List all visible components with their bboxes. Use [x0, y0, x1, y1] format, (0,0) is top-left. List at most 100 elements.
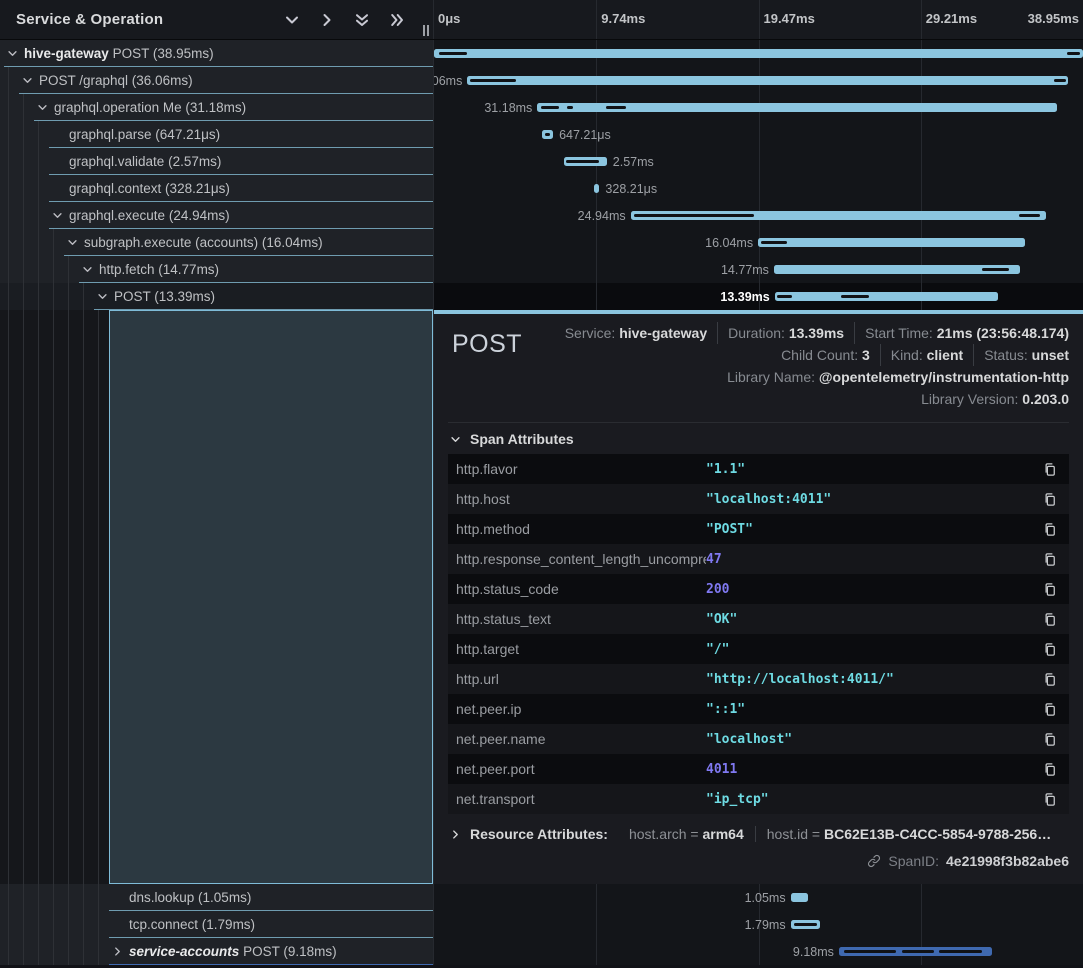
span-bar[interactable]	[775, 292, 998, 301]
expander[interactable]	[64, 237, 81, 248]
resource-attributes-row[interactable]: Resource Attributes: host.arch = arm64ho…	[448, 826, 1069, 842]
copy-value-button[interactable]	[1031, 642, 1069, 657]
span-bar[interactable]	[631, 211, 1047, 220]
span-name-cell[interactable]: graphql.parse (647.21μs)	[0, 121, 434, 148]
double-chevron-down-button[interactable]	[354, 12, 370, 28]
chevron-down-button[interactable]	[284, 12, 300, 28]
expander[interactable]	[109, 946, 126, 957]
span-bar[interactable]	[791, 920, 821, 929]
span-name-cell[interactable]: hive-gateway POST (38.95ms)	[0, 40, 434, 67]
span-label: tcp.connect (1.79ms)	[126, 917, 255, 932]
span-attributes-header[interactable]: Span Attributes	[448, 423, 1069, 454]
copy-value-button[interactable]	[1031, 612, 1069, 627]
attribute-value: "localhost:4011"	[706, 492, 1031, 507]
link-icon[interactable]	[867, 854, 881, 868]
copy-value-button[interactable]	[1031, 522, 1069, 537]
span-name-cell[interactable]: POST (13.39ms)	[0, 283, 434, 310]
span-bar[interactable]	[791, 893, 808, 902]
trace-row[interactable]: dns.lookup (1.05ms)1.05ms	[0, 884, 1083, 911]
span-duration-label: 13.39ms	[720, 290, 769, 304]
copy-value-button[interactable]	[1031, 462, 1069, 477]
span-name-cell[interactable]: graphql.validate (2.57ms)	[0, 148, 434, 175]
span-name-content: service-accounts POST (9.18ms)	[109, 938, 433, 965]
copy-value-button[interactable]	[1031, 492, 1069, 507]
span-name-cell[interactable]: graphql.context (328.21μs)	[0, 175, 434, 202]
span-name-cell[interactable]: graphql.execute (24.94ms)	[0, 202, 434, 229]
trace-row[interactable]: service-accounts POST (9.18ms)9.18ms	[0, 938, 1083, 965]
meta-label: Library Name:	[727, 369, 819, 385]
down-icon	[37, 102, 48, 113]
attribute-row: http.target"/"	[448, 634, 1069, 664]
expander[interactable]	[34, 102, 51, 113]
attribute-row: net.peer.name"localhost"	[448, 724, 1069, 754]
copy-value-button[interactable]	[1031, 762, 1069, 777]
span-name-cell[interactable]: POST /graphql (36.06ms)	[0, 67, 434, 94]
trace-row[interactable]: tcp.connect (1.79ms)1.79ms	[0, 911, 1083, 938]
span-name-content: graphql.context (328.21μs)	[49, 175, 433, 202]
expander[interactable]	[19, 75, 36, 86]
span-name-cell[interactable]: graphql.operation Me (31.18ms)	[0, 94, 434, 121]
expander[interactable]	[4, 48, 21, 59]
trace-row[interactable]: POST /graphql (36.06ms)36.06ms	[0, 67, 1083, 94]
span-timeline-cell: 1.05ms	[434, 884, 1083, 911]
span-name-cell[interactable]: dns.lookup (1.05ms)	[0, 884, 434, 911]
span-name-cell[interactable]: http.fetch (14.77ms)	[0, 256, 434, 283]
attribute-value: "ip_tcp"	[706, 792, 1031, 807]
down-icon	[7, 48, 18, 59]
right-icon	[112, 946, 123, 957]
copy-value-button[interactable]	[1031, 552, 1069, 567]
copy-value-button[interactable]	[1031, 702, 1069, 717]
span-timeline-cell: 647.21μs	[434, 121, 1083, 148]
indent-guide	[4, 121, 19, 148]
span-name-cell[interactable]: subgraph.execute (accounts) (16.04ms)	[0, 229, 434, 256]
selected-span-box[interactable]	[109, 310, 433, 884]
span-meta: Service: hive-gatewayDuration: 13.39msSt…	[555, 322, 1069, 410]
indent-guide	[19, 310, 34, 884]
span-timeline-cell: 24.94ms	[434, 202, 1083, 229]
copy-value-button[interactable]	[1031, 672, 1069, 687]
trace-row[interactable]: graphql.operation Me (31.18ms)31.18ms	[0, 94, 1083, 121]
panel-resize-handle[interactable]	[423, 25, 429, 36]
trace-row[interactable]: POST (13.39ms) 13.39ms	[0, 283, 1083, 310]
span-timeline-cell: 14.77ms	[434, 256, 1083, 283]
resource-attribute-key: host.arch =	[629, 826, 703, 842]
span-bar[interactable]	[434, 49, 1083, 58]
indent-guide	[4, 175, 19, 202]
span-bar[interactable]	[542, 130, 553, 139]
span-bar[interactable]	[839, 947, 992, 956]
span-name-cell[interactable]: tcp.connect (1.79ms)	[0, 911, 434, 938]
trace-row[interactable]: graphql.context (328.21μs)328.21μs	[0, 175, 1083, 202]
expander[interactable]	[49, 210, 66, 221]
meta-value: client	[927, 347, 964, 363]
copy-value-button[interactable]	[1031, 732, 1069, 747]
span-bar[interactable]	[564, 157, 607, 166]
trace-row[interactable]: subgraph.execute (accounts) (16.04ms)16.…	[0, 229, 1083, 256]
span-bar[interactable]	[467, 76, 1068, 85]
chevron-right-button[interactable]	[319, 12, 335, 28]
child-span-marker	[794, 923, 817, 926]
span-bar[interactable]	[758, 238, 1025, 247]
indent-guide	[34, 911, 49, 938]
trace-row[interactable]: graphql.parse (647.21μs)647.21μs	[0, 121, 1083, 148]
attribute-row: http.host"localhost:4011"	[448, 484, 1069, 514]
trace-row[interactable]: graphql.execute (24.94ms)24.94ms	[0, 202, 1083, 229]
indent-guide	[49, 911, 64, 938]
attribute-row: net.peer.ip"::1"	[448, 694, 1069, 724]
timeline-gridline	[921, 884, 922, 911]
ruler-tick-label: 0μs	[438, 11, 460, 26]
span-bar[interactable]	[594, 184, 599, 193]
indent-guide	[49, 256, 64, 283]
span-duration-label: 14.77ms	[721, 263, 769, 277]
span-name-cell[interactable]: service-accounts POST (9.18ms)	[0, 938, 434, 965]
span-bar[interactable]	[774, 265, 1020, 274]
attribute-key: http.method	[448, 521, 706, 537]
span-bar[interactable]	[537, 103, 1057, 112]
expander[interactable]	[79, 264, 96, 275]
copy-value-button[interactable]	[1031, 582, 1069, 597]
copy-value-button[interactable]	[1031, 792, 1069, 807]
trace-row[interactable]: graphql.validate (2.57ms)2.57ms	[0, 148, 1083, 175]
double-chevron-right-button[interactable]	[389, 12, 405, 28]
trace-row[interactable]: http.fetch (14.77ms) 14.77ms	[0, 256, 1083, 283]
expander[interactable]	[94, 291, 111, 302]
trace-row[interactable]: hive-gateway POST (38.95ms)38.95ms	[0, 40, 1083, 67]
